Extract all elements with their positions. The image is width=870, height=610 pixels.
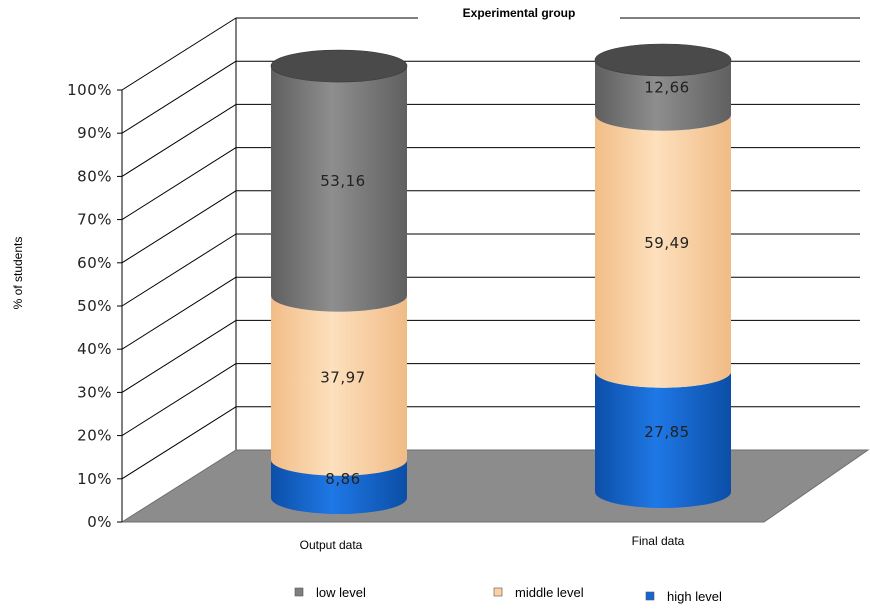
- side-gridline: [121, 103, 237, 177]
- y-tick-label: 100%: [67, 81, 112, 99]
- y-axis-title: % of students: [11, 237, 25, 310]
- y-tick-label: 10%: [77, 470, 112, 488]
- legend-swatch: [493, 587, 503, 597]
- data-label: 27,85: [644, 423, 689, 441]
- legend-label: high level: [667, 589, 722, 604]
- side-gridline: [121, 17, 237, 91]
- y-tick-label: 90%: [77, 124, 112, 142]
- category-label: Final data: [632, 534, 685, 548]
- data-label: 8,86: [325, 470, 360, 488]
- bar-segment: [595, 60, 731, 131]
- bar-segment: [595, 371, 731, 508]
- floor-plane: [120, 449, 870, 523]
- y-tick-label: 40%: [77, 340, 112, 358]
- y-tick-label: 80%: [77, 167, 112, 185]
- category-label: Output data: [300, 538, 363, 552]
- chart-title: Experimental group: [463, 6, 576, 20]
- legend-label: middle level: [515, 585, 584, 600]
- legend: low level middle level high level: [294, 585, 722, 604]
- y-tick-label: 50%: [77, 297, 112, 315]
- y-tick-label: 70%: [77, 211, 112, 229]
- data-label: 59,49: [644, 234, 689, 252]
- side-gridline: [121, 363, 237, 437]
- y-axis: 0% 10% 20% 30% 40% 50% 60% 70% 80% 90% 100%: [67, 81, 123, 531]
- legend-label: low level: [316, 585, 366, 600]
- y-tick-label: 60%: [77, 254, 112, 272]
- side-gridline: [121, 319, 237, 393]
- bar-group: [270, 43, 732, 514]
- side-gridline: [121, 190, 237, 264]
- data-labels: 8,86 37,97 53,16 27,85 59,49 12,66: [320, 78, 689, 488]
- category-labels: Output data Final data: [300, 534, 685, 552]
- y-tick-label: 20%: [77, 427, 112, 445]
- bar-segment: [271, 295, 407, 476]
- side-gridline: [121, 233, 237, 307]
- side-gridline: [121, 406, 237, 480]
- data-label: 37,97: [320, 369, 365, 387]
- bar-top: [270, 49, 408, 83]
- side-gridline: [121, 60, 237, 134]
- data-label: 53,16: [320, 172, 365, 190]
- bar-segment: [271, 459, 407, 514]
- side-gridline: [121, 276, 237, 350]
- legend-swatch: [294, 587, 304, 597]
- bar-segment: [595, 114, 731, 388]
- plot-walls: [121, 17, 860, 480]
- plot-floor: [120, 449, 870, 523]
- y-tick-label: 30%: [77, 383, 112, 401]
- y-tick-label: 0%: [87, 513, 112, 531]
- legend-swatch: [645, 591, 655, 601]
- data-label: 12,66: [644, 78, 689, 96]
- bar-top: [594, 43, 732, 77]
- bar-segment: [271, 66, 407, 312]
- side-gridline: [121, 147, 237, 221]
